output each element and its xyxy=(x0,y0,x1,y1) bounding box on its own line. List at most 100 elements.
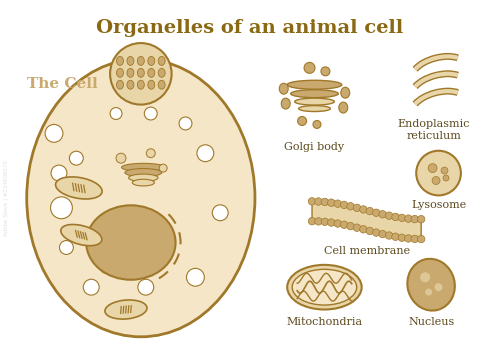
Circle shape xyxy=(404,215,412,222)
Ellipse shape xyxy=(294,98,335,105)
Circle shape xyxy=(321,67,330,76)
Circle shape xyxy=(304,62,315,73)
Circle shape xyxy=(360,206,367,213)
Circle shape xyxy=(372,229,380,236)
Circle shape xyxy=(334,220,342,227)
Circle shape xyxy=(411,215,418,223)
Ellipse shape xyxy=(56,177,102,199)
Ellipse shape xyxy=(408,259,455,311)
Ellipse shape xyxy=(282,98,290,109)
Ellipse shape xyxy=(61,224,102,246)
Ellipse shape xyxy=(116,57,123,65)
Circle shape xyxy=(334,200,342,207)
Circle shape xyxy=(313,121,321,129)
Circle shape xyxy=(308,197,316,205)
Circle shape xyxy=(353,204,360,212)
Circle shape xyxy=(366,207,374,215)
Circle shape xyxy=(432,176,440,184)
Ellipse shape xyxy=(127,68,134,77)
Circle shape xyxy=(360,225,367,233)
Ellipse shape xyxy=(280,83,288,94)
Ellipse shape xyxy=(287,265,362,310)
Text: The Cell: The Cell xyxy=(26,77,98,91)
Ellipse shape xyxy=(298,106,330,111)
Text: Cell membrane: Cell membrane xyxy=(324,246,410,256)
Ellipse shape xyxy=(138,68,144,77)
Ellipse shape xyxy=(287,80,342,89)
Circle shape xyxy=(386,212,393,219)
Text: Golgi body: Golgi body xyxy=(284,142,344,152)
Ellipse shape xyxy=(116,68,123,77)
Circle shape xyxy=(441,167,448,174)
Circle shape xyxy=(138,279,154,295)
Ellipse shape xyxy=(86,205,176,280)
Circle shape xyxy=(100,261,112,273)
Circle shape xyxy=(45,125,63,142)
Ellipse shape xyxy=(158,57,165,65)
Circle shape xyxy=(110,107,122,119)
Ellipse shape xyxy=(158,68,165,77)
Ellipse shape xyxy=(341,87,349,98)
Circle shape xyxy=(50,197,72,219)
Circle shape xyxy=(116,153,126,163)
Text: Organelles of an animal cell: Organelles of an animal cell xyxy=(96,19,404,37)
Circle shape xyxy=(146,149,155,158)
Circle shape xyxy=(144,107,157,120)
Circle shape xyxy=(110,43,172,105)
Ellipse shape xyxy=(148,68,154,77)
Ellipse shape xyxy=(138,57,144,65)
Circle shape xyxy=(314,198,322,205)
Circle shape xyxy=(416,151,461,195)
Ellipse shape xyxy=(105,300,147,319)
Circle shape xyxy=(411,235,418,242)
Circle shape xyxy=(379,211,386,218)
Polygon shape xyxy=(312,201,421,239)
Ellipse shape xyxy=(132,179,154,186)
Ellipse shape xyxy=(158,80,165,89)
Circle shape xyxy=(398,214,406,221)
Circle shape xyxy=(328,199,335,207)
Ellipse shape xyxy=(26,59,255,337)
Ellipse shape xyxy=(127,80,134,89)
Circle shape xyxy=(366,227,374,234)
Circle shape xyxy=(340,221,348,228)
Circle shape xyxy=(353,224,360,231)
Circle shape xyxy=(347,223,354,230)
Ellipse shape xyxy=(148,80,154,89)
Ellipse shape xyxy=(116,80,123,89)
Text: Endoplasmic
reticulum: Endoplasmic reticulum xyxy=(398,119,470,141)
Circle shape xyxy=(186,268,204,286)
Text: Mitochondria: Mitochondria xyxy=(286,317,362,327)
Circle shape xyxy=(418,216,425,223)
Ellipse shape xyxy=(125,168,162,176)
Circle shape xyxy=(420,272,430,282)
Ellipse shape xyxy=(148,57,154,65)
Circle shape xyxy=(386,232,393,239)
Circle shape xyxy=(434,283,442,291)
Circle shape xyxy=(159,164,167,172)
Ellipse shape xyxy=(128,174,158,182)
Circle shape xyxy=(428,164,437,172)
Circle shape xyxy=(51,165,67,181)
Circle shape xyxy=(298,117,306,126)
Circle shape xyxy=(372,209,380,216)
Circle shape xyxy=(392,213,399,221)
Circle shape xyxy=(197,145,214,162)
Ellipse shape xyxy=(292,269,356,305)
Text: Nucleus: Nucleus xyxy=(408,317,454,327)
Circle shape xyxy=(398,234,406,241)
Circle shape xyxy=(328,219,335,226)
Ellipse shape xyxy=(339,102,347,113)
Text: Lysosome: Lysosome xyxy=(411,200,466,210)
Circle shape xyxy=(347,203,354,210)
Circle shape xyxy=(418,235,425,243)
Circle shape xyxy=(70,151,84,165)
Circle shape xyxy=(404,235,412,242)
Ellipse shape xyxy=(138,80,144,89)
Circle shape xyxy=(212,205,228,221)
Circle shape xyxy=(179,117,192,130)
Circle shape xyxy=(425,289,432,295)
Text: Adobe Stock | #234908570: Adobe Stock | #234908570 xyxy=(3,160,8,236)
Circle shape xyxy=(379,231,386,238)
Circle shape xyxy=(321,218,328,225)
